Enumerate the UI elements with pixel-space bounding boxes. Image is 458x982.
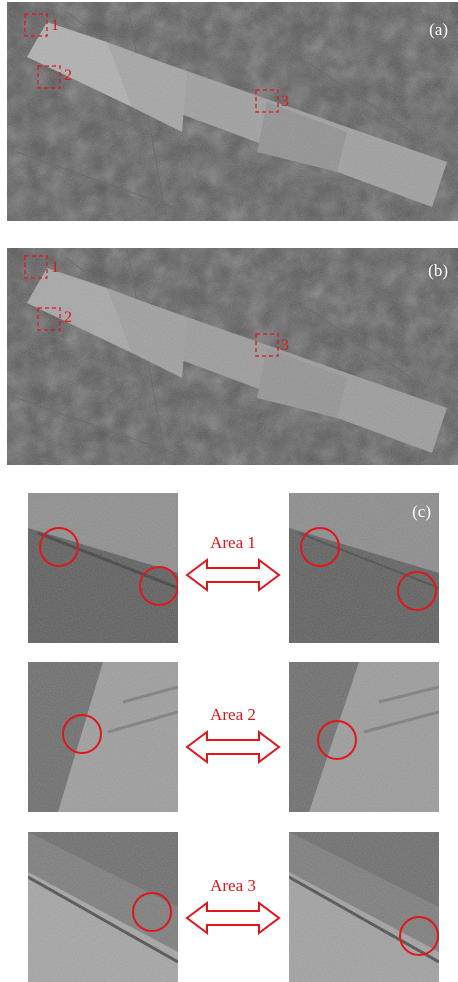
roi-number-1: 1 <box>51 17 59 34</box>
panel-a-mosaic-image: (a) 1 2 3 <box>7 2 458 221</box>
area-2-after-image <box>289 662 439 812</box>
panel-c-label: (c) <box>412 502 431 521</box>
roi-number-2: 2 <box>64 309 72 326</box>
roi-number-3: 3 <box>281 93 289 110</box>
area-2-label: Area 2 <box>210 705 256 724</box>
roi-box-1 <box>24 13 48 37</box>
roi-box-2 <box>37 307 61 331</box>
area-2-before-image <box>28 662 178 812</box>
area-3-label: Area 3 <box>210 876 256 895</box>
area-1-before-image <box>28 493 178 643</box>
roi-box-2 <box>37 65 61 89</box>
panel-a-label: (a) <box>429 20 448 39</box>
double-headed-arrow-icon <box>185 730 281 764</box>
area-1-label: Area 1 <box>210 533 256 552</box>
double-headed-arrow-icon <box>185 901 281 935</box>
roi-number-1: 1 <box>51 259 59 276</box>
roi-number-2: 2 <box>64 67 72 84</box>
area-3-before-image <box>28 832 178 982</box>
area-3-after-image <box>289 832 439 982</box>
panel-b-label: (b) <box>428 261 448 280</box>
double-headed-arrow-icon <box>185 558 281 592</box>
roi-box-3 <box>255 89 279 113</box>
panel-b-mosaic-image: (b) 1 2 3 <box>7 248 458 465</box>
roi-box-1 <box>24 255 48 279</box>
roi-number-3: 3 <box>281 337 289 354</box>
area-1-after-image: (c) <box>289 493 439 643</box>
roi-box-3 <box>255 333 279 357</box>
